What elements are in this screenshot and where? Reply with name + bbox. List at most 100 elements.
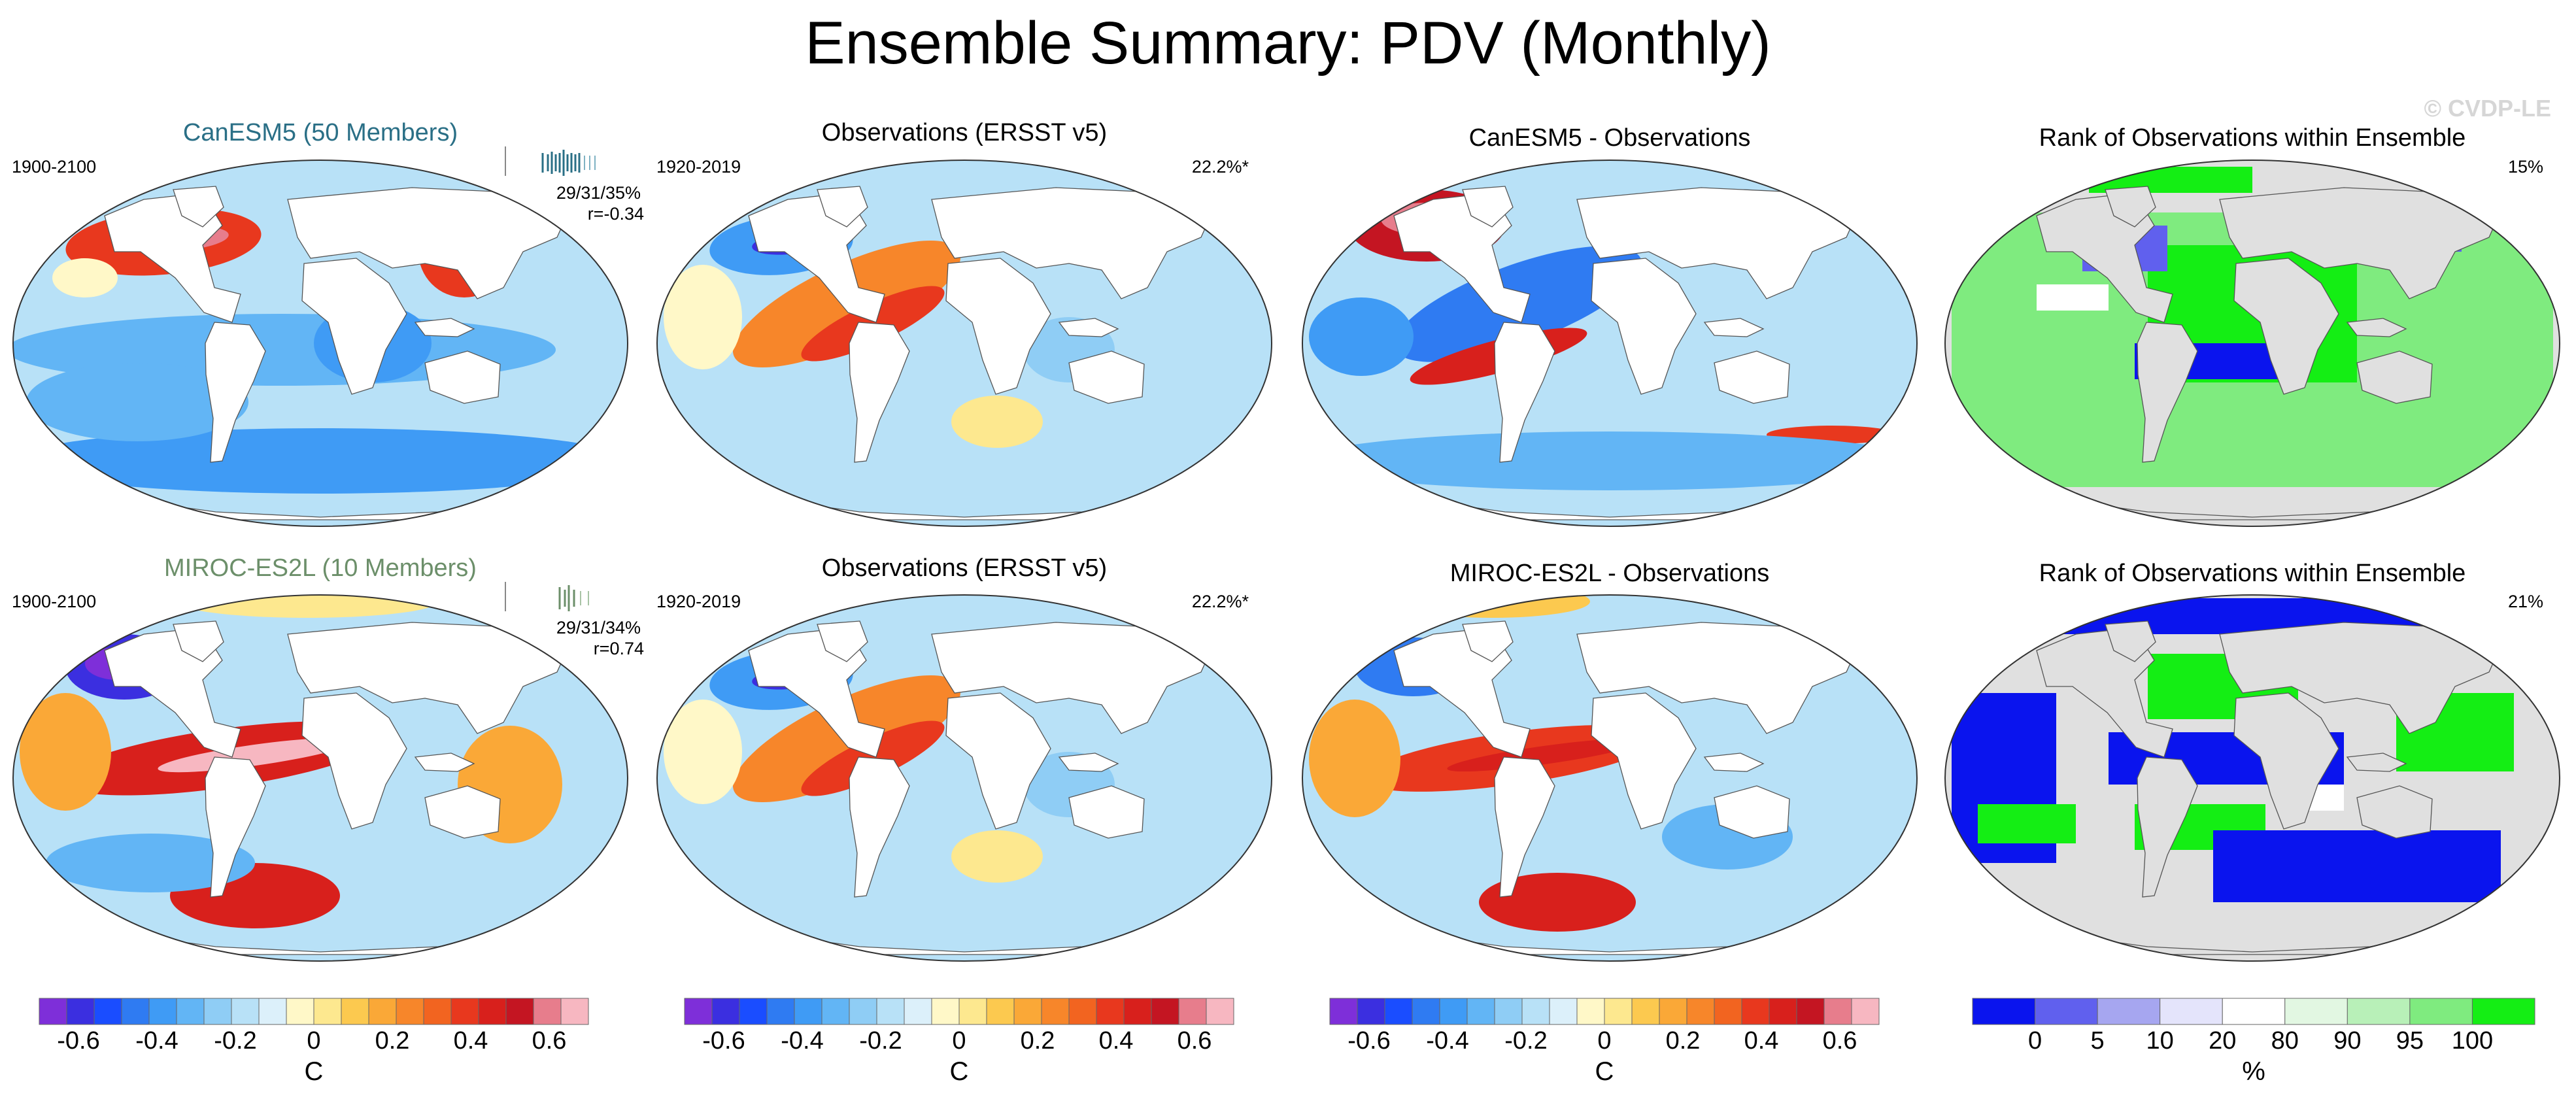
row2-rank-title: Rank of Observations within Ensemble (2039, 560, 2466, 587)
map-row2-model (7, 588, 634, 968)
land-greenland (817, 620, 868, 662)
map-outline (1302, 160, 1918, 527)
indian-warm (1309, 700, 1400, 817)
colorbar-tick-label: 0.2 (375, 1027, 410, 1055)
row1-obs-pct: 22.2%* (1191, 157, 1249, 177)
colorbar-swatch (931, 998, 960, 1025)
colorbar-swatch (1206, 998, 1234, 1025)
colorbar-units: C (1595, 1057, 1614, 1086)
colorbar-temp-3: -0.6 -0.4 -0.2 0 0.2 0.4 0.6 C (1329, 997, 1880, 1086)
colorbar-tick-label: -0.2 (1504, 1027, 1548, 1055)
colorbar-swatch (794, 998, 822, 1025)
colorbar-swatch (2222, 998, 2286, 1025)
colorbar-tick-label: -0.4 (781, 1027, 824, 1055)
colorbar-tick-label: 20 (2209, 1027, 2237, 1055)
colorbar-tick-label: -0.4 (1426, 1027, 1469, 1055)
colorbar-swatch (1769, 998, 1797, 1025)
row1-spread-stats: 29/31/35% (556, 183, 641, 203)
tropical-core (158, 737, 352, 773)
land-australia (1068, 785, 1145, 839)
colorbar-swatch (1466, 998, 1495, 1025)
colorbar-swatch (1041, 998, 1070, 1025)
colorbar-tick-label: 0.6 (532, 1027, 567, 1055)
row1-obs-years: 1920-2019 (656, 157, 741, 177)
land-australia (424, 785, 501, 839)
colorbar-swatch (66, 998, 95, 1025)
land-africa (1591, 258, 1697, 395)
colorbar-swatch (39, 998, 67, 1025)
map-row1-diff (1296, 154, 1924, 533)
colorbar-swatch (368, 998, 397, 1025)
row2-obs-years: 1920-2019 (656, 592, 741, 611)
colorbar-tick-label: 90 (2333, 1027, 2362, 1055)
land-south-america (849, 322, 910, 463)
colorbar-tick-label: 0 (307, 1027, 321, 1055)
colorbar-swatch (2347, 998, 2411, 1025)
land-australia (1714, 785, 1790, 839)
land-greenland (2105, 620, 2156, 662)
land-indonesia (2346, 318, 2407, 337)
land-australia (1714, 350, 1790, 404)
colorbar-swatch (1659, 998, 1687, 1025)
colorbar-swatch (1329, 998, 1358, 1025)
land-greenland (1462, 620, 1514, 662)
colorbar-swatch (711, 998, 740, 1025)
southern-cool (1302, 431, 1917, 490)
colorbar-swatch (1823, 998, 1852, 1025)
colorbar-swatch (2097, 998, 2161, 1025)
map-outline (1944, 594, 2560, 962)
land-greenland (2105, 186, 2156, 228)
atlantic-yellow (52, 258, 118, 297)
map-row2-rank (1939, 588, 2566, 968)
colorbar-swatch (2160, 998, 2223, 1025)
map-outline (656, 160, 1272, 527)
colorbar-swatch (958, 998, 987, 1025)
colorbar-tick-label: 0.2 (1020, 1027, 1055, 1055)
map-outline (656, 594, 1272, 962)
land-indonesia (414, 752, 475, 772)
colorbar-tick-label: 10 (2146, 1027, 2174, 1055)
colorbar-tick-label: 0 (1597, 1027, 1612, 1055)
colorbar-swatch (904, 998, 932, 1025)
colorbar-swatch (1741, 998, 1770, 1025)
row1-model-title: CanESM5 (50 Members) (182, 119, 458, 146)
land-africa (1591, 692, 1697, 830)
colorbar-swatch (1412, 998, 1440, 1025)
colorbar-swatch (478, 998, 507, 1025)
colorbar-swatch (1151, 998, 1179, 1025)
land-greenland (173, 620, 224, 662)
colorbar-swatch (203, 998, 232, 1025)
colorbar-swatch (1096, 998, 1125, 1025)
colorbar-tick-label: 5 (2090, 1027, 2105, 1055)
map-outline (1302, 594, 1918, 962)
row2-model-title: MIROC-ES2L (10 Members) (164, 554, 477, 582)
row1-diff-title: CanESM5 - Observations (1468, 124, 1751, 152)
land-south-america (2137, 756, 2198, 898)
colorbar-tick-label: 95 (2396, 1027, 2424, 1055)
land-greenland (817, 186, 868, 228)
colorbar-swatch (2284, 998, 2348, 1025)
indian-cool (1309, 297, 1414, 376)
colorbar-tick-label: -0.2 (214, 1027, 257, 1055)
land-africa (945, 258, 1051, 395)
colorbar-swatch (1439, 998, 1468, 1025)
colorbar-swatch (423, 998, 452, 1025)
land-greenland (173, 186, 224, 228)
row2-diff-title: MIROC-ES2L - Observations (1449, 560, 1770, 587)
land-south-america (205, 756, 266, 898)
colorbar-tick-label: 0 (952, 1027, 966, 1055)
colorbar-rank: 0 5 10 20 80 90 95 100% (1971, 997, 2536, 1086)
row1-rank-pct: 15% (2507, 157, 2543, 177)
land-greenland (1462, 186, 1514, 228)
colorbar-swatch (1013, 998, 1042, 1025)
land-australia (2356, 785, 2433, 839)
colorbar-swatch (739, 998, 768, 1025)
colorbar-tick-label: -0.6 (1347, 1027, 1391, 1055)
land-south-america (2137, 322, 2198, 463)
map-row2-obs (651, 588, 1278, 968)
colorbar-swatch (1972, 998, 2036, 1025)
colorbar-swatch (1604, 998, 1633, 1025)
colorbar-tick-label: 0.6 (1177, 1027, 1212, 1055)
colorbar-swatch (1068, 998, 1097, 1025)
south-pacific-yellow (951, 396, 1043, 448)
